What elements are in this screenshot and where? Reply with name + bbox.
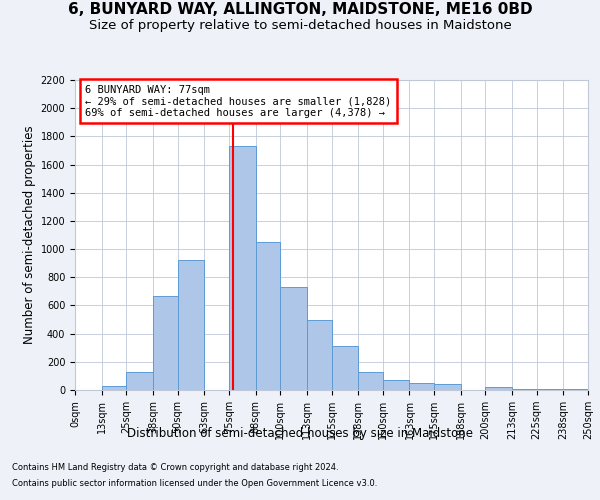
Bar <box>178 260 204 390</box>
Bar <box>229 146 256 390</box>
Text: 6, BUNYARD WAY, ALLINGTON, MAIDSTONE, ME16 0BD: 6, BUNYARD WAY, ALLINGTON, MAIDSTONE, ME… <box>68 2 532 18</box>
Bar <box>280 287 307 390</box>
Text: 6 BUNYARD WAY: 77sqm
← 29% of semi-detached houses are smaller (1,828)
69% of se: 6 BUNYARD WAY: 77sqm ← 29% of semi-detac… <box>85 84 392 118</box>
Bar <box>485 387 512 390</box>
Y-axis label: Number of semi-detached properties: Number of semi-detached properties <box>23 126 37 344</box>
Bar <box>153 296 178 390</box>
Bar <box>256 242 280 390</box>
Bar <box>358 372 383 390</box>
Bar <box>101 386 127 390</box>
Bar <box>307 320 331 390</box>
Text: Size of property relative to semi-detached houses in Maidstone: Size of property relative to semi-detach… <box>89 19 511 32</box>
Bar <box>127 372 153 390</box>
Bar <box>331 346 358 390</box>
Bar <box>434 384 461 390</box>
Text: Distribution of semi-detached houses by size in Maidstone: Distribution of semi-detached houses by … <box>127 428 473 440</box>
Text: Contains public sector information licensed under the Open Government Licence v3: Contains public sector information licen… <box>12 479 377 488</box>
Bar <box>409 383 434 390</box>
Bar <box>383 380 409 390</box>
Text: Contains HM Land Registry data © Crown copyright and database right 2024.: Contains HM Land Registry data © Crown c… <box>12 462 338 471</box>
